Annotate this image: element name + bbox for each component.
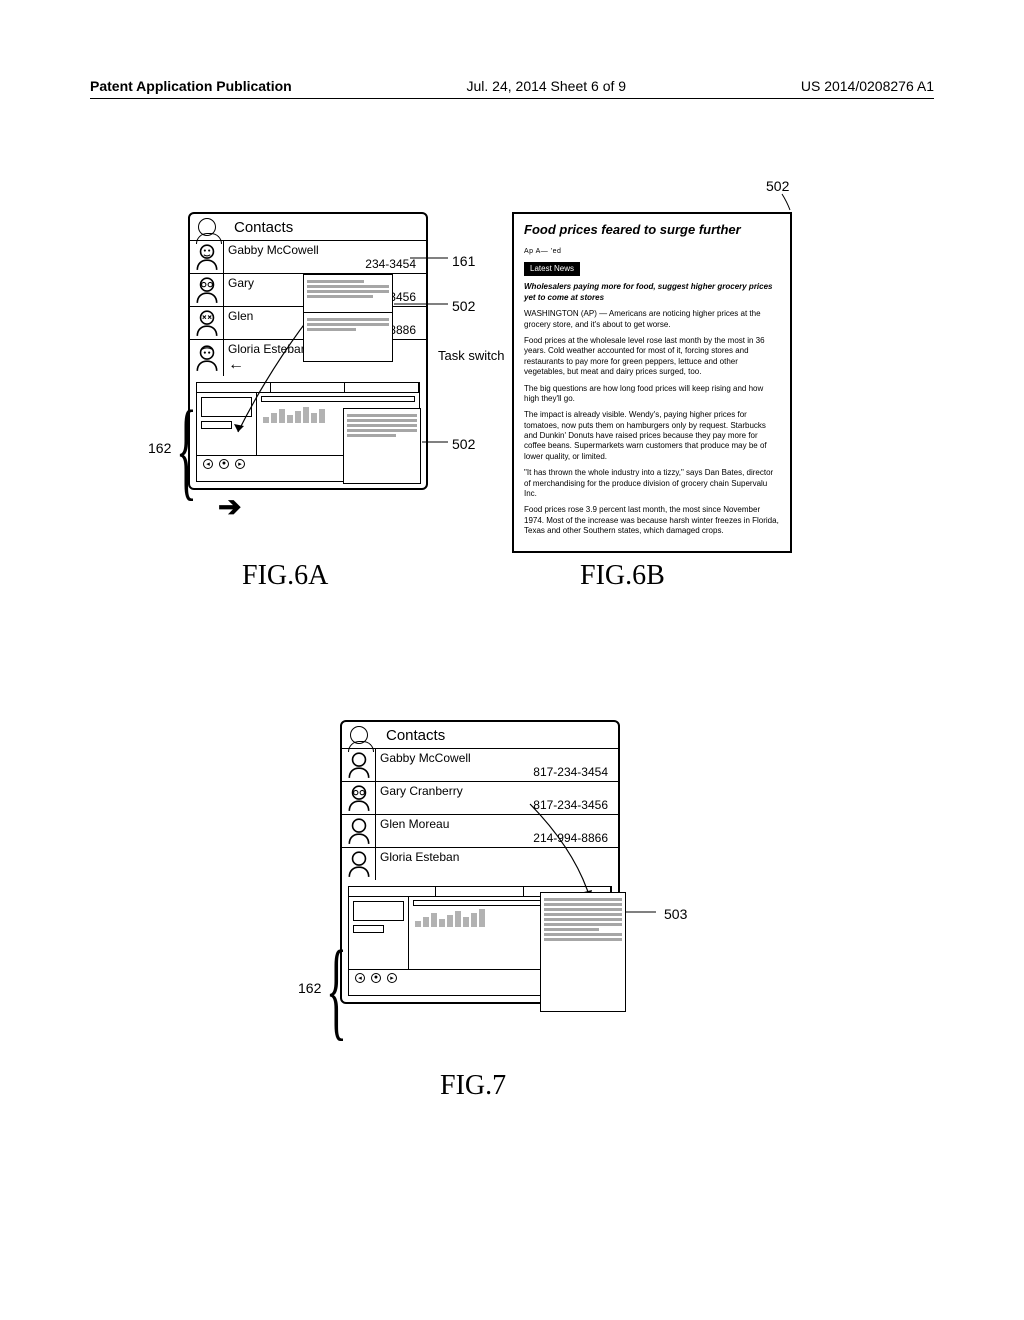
- article-title: Food prices feared to surge further: [524, 222, 780, 239]
- contact-row[interactable]: Gloria Esteban: [342, 848, 618, 880]
- prev-icon[interactable]: ◂: [203, 459, 213, 469]
- contact-row[interactable]: Glen Moreau 214-994-8866: [342, 815, 618, 848]
- ref-502-b: 502: [452, 436, 475, 452]
- contact-name: Gloria Esteban: [380, 850, 614, 864]
- article-paragraph: "It has thrown the whole industry into a…: [524, 468, 780, 499]
- contact-name: Gabby McCowell: [380, 751, 614, 765]
- play-icon[interactable]: ●: [219, 459, 229, 469]
- avatar: [190, 274, 224, 306]
- brace-icon: {: [326, 934, 347, 1044]
- contact-phone: 214-994-8866: [380, 831, 614, 845]
- fig6a-container: Contacts Gabby McCowell 234-3454 Gary 23…: [188, 212, 428, 523]
- article-byline: Ap A— 'ed: [524, 247, 780, 256]
- contact-phone: 817-234-3454: [380, 765, 614, 779]
- contact-name: Gabby McCowell: [228, 243, 422, 257]
- contact-name: Glen Moreau: [380, 817, 614, 831]
- avatar: [342, 749, 376, 781]
- play-icon[interactable]: ●: [371, 973, 381, 983]
- article-paragraph: The big questions are how long food pric…: [524, 384, 780, 405]
- header-left: Patent Application Publication: [90, 78, 292, 94]
- contact-name: Gary Cranberry: [380, 784, 614, 798]
- article-paragraph: Food prices at the wholesale level rose …: [524, 336, 780, 378]
- ref-162-b: 162: [298, 980, 321, 996]
- avatar: [190, 241, 224, 273]
- overlay-window[interactable]: [343, 408, 421, 484]
- ref-162-a: 162: [148, 440, 171, 456]
- article-lead: Wholesalers paying more for food, sugges…: [524, 282, 780, 303]
- task-switch-label: Task switch: [438, 348, 504, 363]
- avatar: [190, 307, 224, 339]
- article-frame: Food prices feared to surge further Ap A…: [512, 212, 792, 553]
- article-paragraph: The impact is already visible. Wendy's, …: [524, 410, 780, 462]
- avatar: [342, 848, 376, 880]
- fig6b-label: FIG.6B: [580, 560, 665, 592]
- person-icon: [198, 218, 216, 236]
- contact-row[interactable]: Gabby McCowell 234-3454: [190, 241, 426, 274]
- person-icon: [350, 726, 368, 744]
- overlay-window[interactable]: [303, 312, 393, 362]
- swipe-arrow-icon: ➔: [218, 490, 428, 523]
- article-paragraph: Food prices rose 3.9 percent last month,…: [524, 505, 780, 536]
- contact-row[interactable]: Gary Cranberry 817-234-3456: [342, 782, 618, 815]
- prev-icon[interactable]: ◂: [355, 973, 365, 983]
- contact-phone: 234-3454: [228, 257, 422, 271]
- ref-502-a: 502: [452, 298, 475, 314]
- contacts-title: Contacts: [234, 219, 293, 236]
- contact-row[interactable]: Gabby McCowell 817-234-3454: [342, 749, 618, 782]
- contact-phone: 817-234-3456: [380, 798, 614, 812]
- next-icon[interactable]: ▸: [387, 973, 397, 983]
- brace-icon: {: [176, 394, 197, 504]
- fig7-label: FIG.7: [440, 1070, 506, 1102]
- avatar: [342, 815, 376, 847]
- fig6b-container: Food prices feared to surge further Ap A…: [512, 212, 792, 553]
- header-center: Jul. 24, 2014 Sheet 6 of 9: [467, 78, 627, 94]
- avatar: [342, 782, 376, 814]
- fig6a-label: FIG.6A: [242, 560, 328, 592]
- article-paragraph: WASHINGTON (AP) — Americans are noticing…: [524, 309, 780, 330]
- news-badge: Latest News: [524, 262, 580, 276]
- ref-503: 503: [664, 906, 687, 922]
- header-right: US 2014/0208276 A1: [801, 78, 934, 94]
- ref-502-top: 502: [766, 178, 789, 194]
- page-header: Patent Application Publication Jul. 24, …: [90, 78, 934, 99]
- fig7-container: Contacts Gabby McCowell 817-234-3454 Gar…: [340, 720, 620, 1004]
- contacts-header: Contacts: [342, 722, 618, 749]
- contacts-title: Contacts: [386, 727, 445, 744]
- overlay-window[interactable]: [540, 892, 626, 1012]
- contacts-header: Contacts: [190, 214, 426, 241]
- next-icon[interactable]: ▸: [235, 459, 245, 469]
- ref-161: 161: [452, 253, 475, 269]
- avatar: [190, 340, 224, 376]
